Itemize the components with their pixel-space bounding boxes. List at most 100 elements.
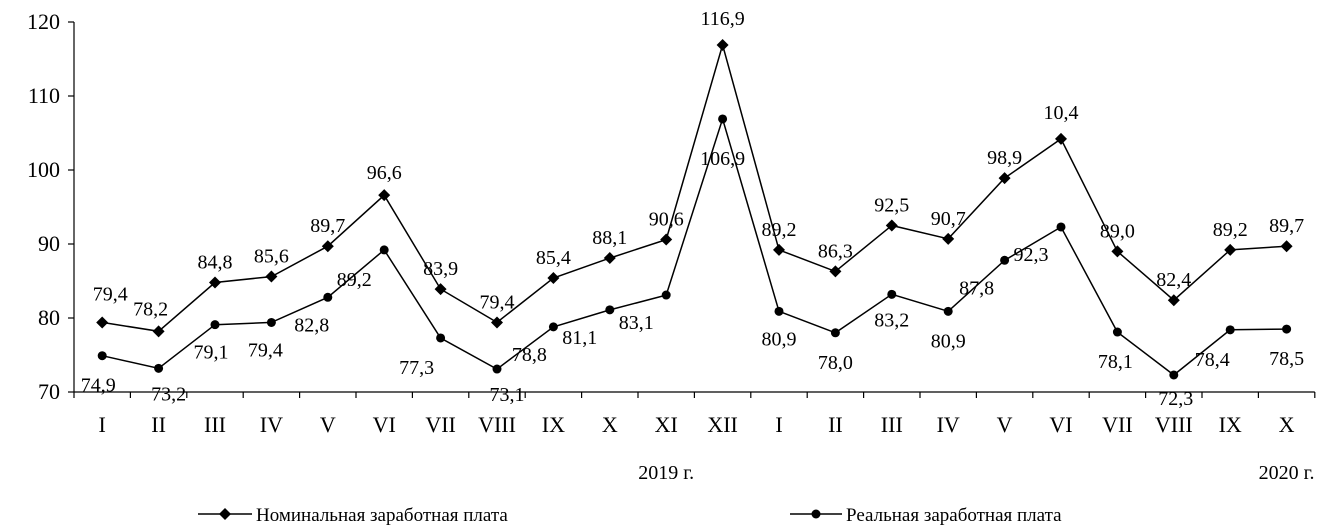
data-label-nominal: 89,0 [1100, 220, 1135, 242]
data-point-real [661, 290, 671, 300]
data-label-real: 78,8 [512, 344, 547, 366]
data-point-real [1225, 325, 1235, 335]
data-point-real [1056, 222, 1066, 232]
data-point-nominal [209, 276, 221, 289]
data-point-real [830, 328, 840, 338]
data-label-nominal: 83,9 [423, 258, 458, 280]
data-label-nominal: 90,7 [931, 208, 966, 230]
data-point-real [943, 306, 953, 316]
data-point-nominal [1167, 294, 1180, 307]
data-label-nominal: 82,4 [1156, 269, 1191, 291]
x-tick-label: I [775, 412, 782, 437]
data-point-nominal [321, 240, 334, 253]
x-tick-label: X [1279, 412, 1295, 437]
data-point-real [436, 333, 446, 343]
data-point-real [266, 317, 276, 327]
legend-marker-diamond [219, 508, 231, 520]
data-point-nominal [491, 316, 503, 329]
data-point-nominal [96, 316, 109, 329]
data-label-real: 82,8 [294, 314, 329, 336]
data-point-real [492, 364, 502, 374]
data-point-nominal [660, 233, 673, 246]
year-label: 2020 г. [1259, 462, 1315, 484]
x-tick-label: VI [373, 412, 396, 437]
data-point-real [1282, 324, 1292, 334]
data-label-nominal: 116,9 [700, 8, 744, 30]
y-tick-label: 70 [38, 379, 60, 404]
x-tick-label: VI [1049, 412, 1072, 437]
data-label-real: 77,3 [399, 357, 434, 379]
data-label-nominal: 98,9 [987, 147, 1022, 169]
x-tick-label: I [99, 412, 106, 437]
x-tick-label: VII [425, 412, 456, 437]
data-point-nominal [942, 232, 955, 245]
data-label-nominal: 89,2 [1213, 219, 1248, 241]
x-tick-label: V [997, 412, 1013, 437]
year-label: 2019 г. [638, 462, 694, 484]
data-label-nominal: 79,4 [480, 291, 515, 313]
data-label-real: 83,1 [619, 312, 654, 334]
data-label-real: 74,9 [81, 375, 116, 397]
data-label-nominal: 92,5 [874, 195, 909, 217]
legend-label: Реальная заработная плата [846, 505, 1062, 526]
data-label-real: 73,2 [151, 383, 186, 405]
data-label-nominal: 85,6 [254, 246, 289, 268]
data-label-real: 78,0 [818, 352, 853, 374]
data-point-real [774, 306, 784, 316]
data-label-nominal: 89,7 [310, 215, 345, 237]
data-point-real [1000, 255, 1010, 265]
data-point-nominal [716, 38, 729, 51]
data-point-nominal [265, 270, 278, 283]
data-label-real: 73,1 [490, 384, 525, 406]
x-tick-label: IV [260, 412, 283, 437]
data-label-real: 78,5 [1269, 348, 1304, 370]
data-label-nominal: 96,6 [367, 162, 402, 184]
data-label-real: 79,4 [248, 339, 283, 361]
x-tick-label: VIII [1155, 412, 1193, 437]
x-tick-label: VIII [478, 412, 516, 437]
data-label-real: 87,8 [959, 277, 994, 299]
data-label-nominal: 85,4 [536, 247, 571, 269]
data-label-real: 78,1 [1098, 351, 1133, 373]
data-point-real [548, 322, 558, 332]
x-tick-label: XI [655, 412, 678, 437]
data-point-nominal [434, 283, 447, 296]
data-point-nominal [885, 219, 898, 232]
series-line-real [102, 116, 1287, 376]
x-tick-label: III [881, 412, 903, 437]
data-point-nominal [829, 265, 842, 278]
data-label-nominal: 89,2 [762, 219, 797, 241]
data-label-nominal: 10,4 [1044, 102, 1079, 124]
data-point-nominal [152, 325, 165, 338]
x-tick-label: VII [1102, 412, 1133, 437]
x-tick-label: XII [707, 412, 738, 437]
data-point-nominal [773, 243, 785, 256]
data-point-nominal [1224, 243, 1237, 256]
data-label-nominal: 78,2 [133, 298, 168, 320]
data-point-real [379, 245, 389, 255]
x-tick-label: II [151, 412, 166, 437]
data-point-real [1169, 370, 1179, 380]
data-label-real: 78,4 [1195, 349, 1230, 371]
data-label-nominal: 84,8 [198, 251, 233, 273]
data-point-nominal [1111, 245, 1124, 258]
data-point-nominal [1280, 240, 1293, 253]
x-tick-label: III [204, 412, 226, 437]
data-point-real [154, 363, 164, 373]
data-label-nominal: 86,3 [818, 240, 853, 262]
y-tick-label: 100 [27, 157, 60, 182]
y-tick-label: 80 [38, 305, 60, 330]
data-label-real: 106,9 [700, 148, 745, 170]
data-label-real: 81,1 [562, 327, 597, 349]
data-point-nominal [998, 172, 1011, 185]
data-label-nominal: 90,6 [649, 209, 684, 231]
x-tick-label: IV [937, 412, 960, 437]
data-point-real [323, 292, 333, 302]
data-point-real [605, 305, 615, 315]
x-tick-label: X [602, 412, 618, 437]
data-label-nominal: 88,1 [592, 227, 627, 249]
data-point-nominal [603, 252, 616, 265]
y-tick-label: 90 [38, 231, 60, 256]
data-point-nominal [547, 272, 560, 285]
